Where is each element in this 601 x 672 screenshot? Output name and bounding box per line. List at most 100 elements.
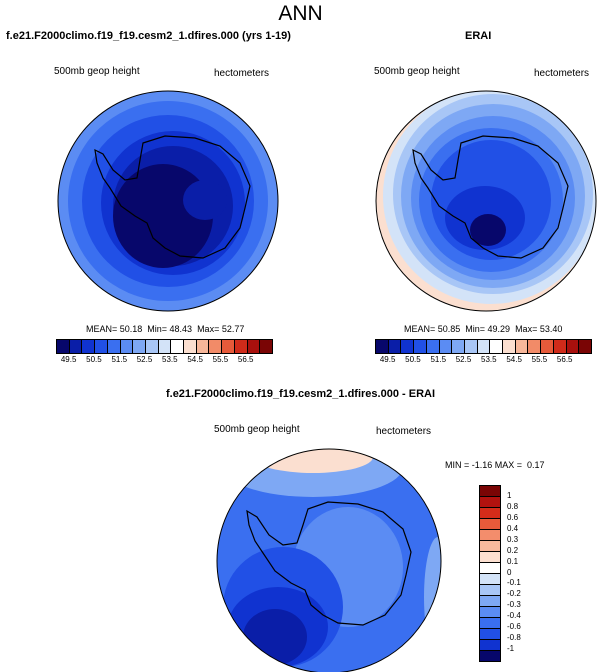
- colorbar-swatch: [452, 340, 465, 353]
- colorbar-swatch: [503, 340, 516, 353]
- colorbar-tick-label: 52.5: [136, 355, 153, 364]
- colorbar-swatch: [414, 340, 427, 353]
- colorbar-tick-label: -0.3: [507, 600, 521, 610]
- colorbar-swatch: [209, 340, 223, 353]
- colorbar-swatch: [480, 519, 500, 530]
- right-variable-label: 500mb geop height: [374, 66, 460, 77]
- colorbar-swatch: [260, 340, 272, 353]
- colorbar-swatch: [480, 640, 500, 651]
- colorbar-swatch: [480, 651, 500, 661]
- contour-band: [183, 180, 227, 220]
- colorbar-tick-label: 56.5: [556, 355, 573, 364]
- contour-band: [243, 609, 307, 665]
- antarctica-coastline: [94, 135, 251, 259]
- colorbar-tick-label: 0.6: [507, 512, 519, 522]
- antarctica-coastline: [246, 501, 412, 626]
- left-variable-label: 500mb geop height: [54, 66, 140, 77]
- antarctica-coastline: [412, 135, 569, 259]
- colorbar-tick-label: -0.8: [507, 633, 521, 643]
- colorbar-tick-label: 54.5: [187, 355, 203, 364]
- colorbar-swatch: [95, 340, 108, 353]
- colorbar-swatch: [480, 574, 500, 585]
- colorbar-tick-label: 56.5: [237, 355, 254, 364]
- colorbar-tick-label: 55.5: [531, 355, 548, 364]
- colorbar-tick-label: 55.5: [212, 355, 229, 364]
- left-polar-map: [57, 90, 279, 312]
- colorbar-swatch: [528, 340, 542, 353]
- colorbar-swatch: [158, 340, 172, 353]
- colorbar-swatch: [222, 340, 235, 353]
- colorbar-swatch: [82, 340, 96, 353]
- colorbar-swatch: [480, 563, 500, 574]
- colorbar-swatch: [480, 596, 500, 607]
- colorbar-tick-label: 0.4: [507, 523, 519, 533]
- right-colorbar-labels: 49.5 50.5 51.5 52.5 53.5 54.5 55.5 56.5: [375, 355, 590, 367]
- colorbar-swatch: [541, 340, 554, 353]
- colorbar-swatch: [107, 340, 121, 353]
- colorbar-swatch: [57, 340, 70, 353]
- colorbar-swatch: [133, 340, 146, 353]
- colorbar-tick-label: -0.1: [507, 578, 521, 588]
- colorbar-swatch: [480, 497, 500, 508]
- diff-colorbar: [479, 485, 501, 662]
- right-polar-map: [375, 90, 597, 312]
- colorbar-tick-label: 53.5: [481, 355, 497, 364]
- colorbar-tick-label: 52.5: [455, 355, 472, 364]
- colorbar-swatch: [480, 585, 500, 596]
- left-colorbar: [56, 339, 273, 354]
- colorbar-swatch: [480, 607, 500, 618]
- colorbar-swatch: [480, 541, 500, 552]
- colorbar-swatch: [566, 340, 580, 353]
- colorbar-tick-label: 0.3: [507, 534, 519, 544]
- colorbar-tick-label: 54.5: [506, 355, 522, 364]
- diff-polar-map: [216, 448, 442, 672]
- colorbar-swatch: [247, 340, 261, 353]
- diff-stats: MIN = -1.16 MAX = 0.17: [445, 460, 545, 470]
- left-panel-title: f.e21.F2000climo.f19_f19.cesm2_1.dfires.…: [6, 30, 291, 42]
- colorbar-tick-label: 49.5: [379, 355, 396, 364]
- colorbar-swatch: [388, 340, 402, 353]
- left-units-label: hectometers: [214, 68, 270, 79]
- diff-units-label: hectometers: [376, 426, 432, 437]
- colorbar-swatch: [480, 552, 500, 563]
- colorbar-tick-label: 50.5: [405, 355, 421, 364]
- left-stats: MEAN= 50.18 Min= 48.43 Max= 52.77: [86, 324, 245, 334]
- colorbar-tick-label: -0.2: [507, 589, 521, 599]
- colorbar-swatch: [145, 340, 159, 353]
- colorbar-tick-label: 51.5: [111, 355, 128, 364]
- colorbar-swatch: [426, 340, 440, 353]
- contour-band: [253, 449, 373, 473]
- colorbar-tick-label: 49.5: [60, 355, 77, 364]
- colorbar-swatch: [376, 340, 389, 353]
- colorbar-tick-label: -1: [507, 644, 515, 654]
- colorbar-tick-label: -0.4: [507, 611, 521, 621]
- diff-panel-title: f.e21.F2000climo.f19_f19.cesm2_1.dfires.…: [165, 388, 436, 400]
- diff-variable-label: 500mb geop height: [214, 424, 300, 435]
- contour-band: [470, 214, 506, 246]
- colorbar-swatch: [401, 340, 415, 353]
- colorbar-swatch: [120, 340, 134, 353]
- colorbar-swatch: [69, 340, 83, 353]
- colorbar-swatch: [515, 340, 529, 353]
- right-stats: MEAN= 50.85 Min= 49.29 Max= 53.40: [404, 324, 563, 334]
- diff-colorbar-labels: 1 0.8 0.6 0.4 0.3 0.2 0.1 0 -0.1 -0.2 -0.3 -0.4 -0.6…: [507, 485, 537, 660]
- left-colorbar-labels: 49.5 50.5 51.5 52.5 53.5 54.5 55.5 56.5: [56, 355, 271, 367]
- map-border: [216, 448, 442, 672]
- colorbar-swatch: [477, 340, 491, 353]
- colorbar-swatch: [196, 340, 210, 353]
- colorbar-swatch: [234, 340, 248, 353]
- colorbar-tick-label: 1: [507, 490, 512, 500]
- colorbar-tick-label: 0: [507, 567, 512, 577]
- map-border: [57, 90, 279, 312]
- figure-title: ANN: [278, 2, 323, 25]
- colorbar-swatch: [184, 340, 197, 353]
- colorbar-tick-label: 0.2: [507, 545, 519, 555]
- colorbar-swatch: [490, 340, 504, 353]
- colorbar-swatch: [579, 340, 591, 353]
- colorbar-tick-label: 0.1: [507, 556, 519, 566]
- right-panel-title: ERAI: [465, 30, 492, 42]
- colorbar-swatch: [553, 340, 567, 353]
- colorbar-tick-label: 53.5: [162, 355, 178, 364]
- colorbar-swatch: [480, 629, 500, 640]
- right-units-label: hectometers: [534, 68, 590, 79]
